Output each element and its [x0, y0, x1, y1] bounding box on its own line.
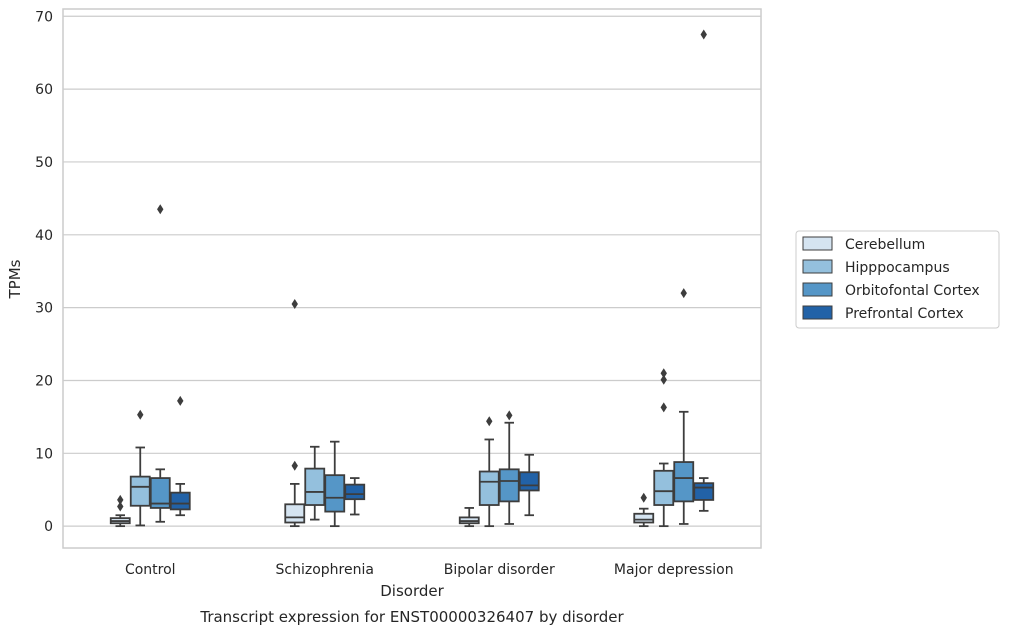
x-tick-label: Schizophrenia — [276, 562, 374, 578]
grid-lines — [63, 15, 761, 527]
legend-frame — [795, 230, 1000, 329]
outlier-point — [117, 494, 124, 505]
box — [498, 410, 520, 525]
box-iqr — [653, 469, 675, 506]
x-axis-label: Disorder — [380, 582, 444, 600]
box — [284, 298, 306, 528]
legend-label: Cerebellum — [845, 237, 925, 253]
legend-item: Orbitofontal Cortex — [802, 282, 980, 299]
box — [324, 440, 346, 528]
outlier-point — [137, 409, 144, 420]
box-iqr — [518, 471, 540, 492]
box-iqr — [693, 482, 715, 501]
outlier-point — [660, 402, 667, 413]
y-axis-label: TPMs — [6, 259, 24, 299]
legend: Cerebellum Hipppocampus Orbitofontal Corte… — [795, 230, 1000, 329]
box — [633, 492, 655, 528]
legend-swatch — [802, 305, 833, 320]
x-tick-label: Major depression — [614, 562, 734, 578]
y-tick-label: 70 — [35, 9, 53, 25]
box — [478, 416, 500, 528]
chart-caption: Transcript expression for ENST0000032640… — [199, 608, 624, 626]
box-iqr — [478, 470, 500, 506]
y-tick-label: 10 — [35, 446, 53, 462]
y-tick-label: 20 — [35, 373, 53, 389]
outlier-point — [291, 298, 298, 309]
box-iqr — [344, 483, 366, 501]
outlier-point — [506, 410, 513, 421]
legend-label: Orbitofontal Cortex — [845, 283, 980, 299]
box-iqr — [324, 474, 346, 513]
box-iqr — [149, 477, 171, 509]
box — [673, 288, 695, 525]
box-iqr — [304, 467, 326, 506]
box-iqr — [129, 475, 151, 507]
outlier-point — [177, 395, 184, 406]
box — [518, 453, 540, 517]
outlier-point — [291, 460, 298, 471]
box — [693, 29, 715, 512]
legend-item: Hipppocampus — [802, 259, 950, 276]
legend-label: Hipppocampus — [845, 260, 950, 276]
outlier-point — [117, 501, 124, 512]
legend-swatch — [802, 282, 833, 297]
outlier-point — [700, 29, 707, 40]
y-tick-label: 30 — [35, 301, 53, 317]
outlier-point — [640, 492, 647, 503]
y-tick-labels: 0 10 20 30 40 50 60 70 — [35, 9, 53, 535]
y-tick-label: 50 — [35, 155, 53, 171]
box — [653, 368, 675, 528]
outlier-point — [486, 416, 493, 427]
box-iqr — [673, 461, 695, 503]
boxes — [109, 29, 715, 528]
box-iqr — [498, 468, 520, 503]
box — [149, 204, 171, 523]
outlier-point — [660, 368, 667, 379]
legend-item: Cerebellum — [802, 236, 925, 253]
y-tick-label: 0 — [44, 519, 53, 535]
y-tick-label: 60 — [35, 82, 53, 98]
box-iqr — [633, 512, 655, 524]
outlier-point — [680, 288, 687, 299]
legend-label: Prefrontal Cortex — [845, 306, 964, 322]
box — [129, 409, 151, 527]
plot-frame — [62, 8, 762, 549]
legend-item: Prefrontal Cortex — [802, 305, 964, 322]
legend-swatch — [802, 236, 833, 251]
box-iqr — [284, 503, 306, 524]
x-tick-labels: Control Schizophrenia Bipolar disorder Majo… — [125, 562, 734, 578]
legend-swatch — [802, 259, 833, 274]
legend-items: Cerebellum Hipppocampus Orbitofontal Corte… — [802, 236, 980, 322]
box — [169, 395, 191, 517]
outlier-point — [157, 204, 164, 215]
y-tick-label: 40 — [35, 228, 53, 244]
outlier-point — [660, 374, 667, 385]
x-tick-label: Control — [125, 562, 176, 578]
box — [109, 494, 131, 528]
box-iqr — [169, 491, 191, 511]
box — [344, 477, 366, 516]
box — [304, 445, 326, 521]
box — [458, 507, 480, 528]
x-tick-label: Bipolar disorder — [444, 562, 555, 578]
